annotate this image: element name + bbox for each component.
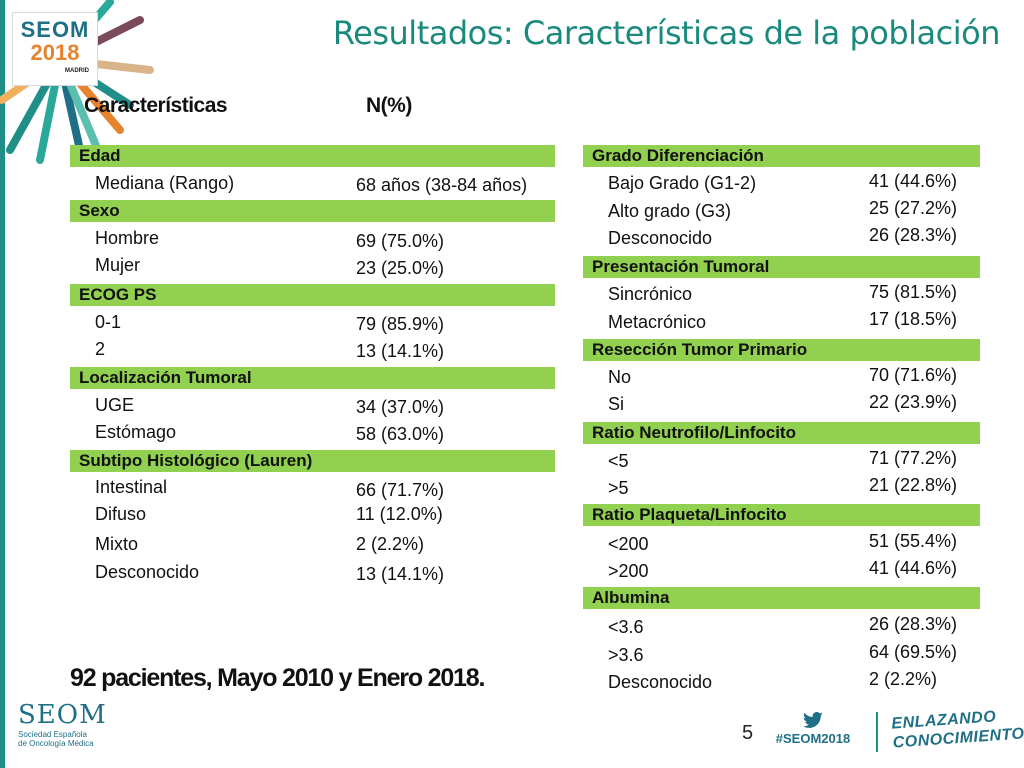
row-value: 51 (55.4%) [869, 531, 958, 551]
seom-footer-wordmark: SEOM [18, 700, 107, 730]
row-value: 17 (18.5%) [869, 309, 958, 329]
row-label: Si [608, 394, 625, 414]
twitter-hashtag: #SEOM2018 [768, 712, 858, 748]
twitter-bird-icon [803, 712, 823, 728]
row-label: <200 [608, 534, 649, 554]
row-label: Sincrónico [608, 284, 693, 304]
row-value: 25 (27.2%) [869, 198, 958, 218]
row-value: 11 (12.0%) [356, 504, 443, 524]
section-localizacion: Localización Tumoral [70, 367, 555, 389]
row-label: Difuso [95, 504, 147, 524]
logo-text-year: 2018 [30, 40, 80, 65]
row-label: Alto grado (G3) [608, 201, 732, 221]
row-label: Mediana (Rango) [95, 173, 235, 193]
row-value: 23 (25.0%) [356, 258, 445, 278]
left-accent-bar [0, 0, 5, 768]
row-value: 22 (23.9%) [869, 392, 958, 412]
row-value: 58 (63.0%) [356, 424, 445, 444]
row-value: 13 (14.1%) [356, 341, 445, 361]
characteristics-header: Características [84, 94, 228, 117]
logo-text-city: MADRID [65, 68, 89, 74]
section-sexo: Sexo [70, 200, 555, 222]
n-percent-header: N(%) [366, 94, 412, 117]
section-subtipo: Subtipo Histológico (Lauren) [70, 450, 555, 472]
row-label: Mixto [95, 534, 139, 554]
logo-text-seom: SEOM [20, 17, 90, 42]
hashtag-text: #SEOM2018 [775, 731, 851, 746]
row-value: 66 (71.7%) [356, 480, 445, 500]
row-value: 41 (44.6%) [869, 558, 958, 578]
section-grado: Grado Diferenciación [583, 145, 980, 167]
row-value: 41 (44.6%) [869, 171, 958, 191]
row-value: 69 (75.0%) [356, 231, 445, 251]
row-label: <3.6 [608, 617, 644, 637]
row-label: Desconocido [95, 562, 200, 582]
row-value: 26 (28.3%) [869, 225, 958, 245]
row-label: Estómago [95, 422, 177, 442]
tagline: ENLAZANDO CONOCIMIENTO [891, 705, 1024, 752]
row-value: 71 (77.2%) [869, 448, 958, 468]
seom-footer-line1: Sociedad Española [18, 730, 87, 739]
section-ratio-neutrofilo: Ratio Neutrofilo/Linfocito [583, 422, 980, 444]
row-value: 2 (2.2%) [356, 534, 425, 554]
row-label: UGE [95, 395, 135, 415]
row-label: Intestinal [95, 477, 168, 497]
seom-2018-logo: SEOM 2018 MADRID [12, 12, 98, 86]
row-value: 21 (22.8%) [869, 475, 958, 495]
slide-title: Resultados: Características de la poblac… [332, 14, 1001, 52]
row-label: Metacrónico [608, 312, 707, 332]
row-label: Hombre [95, 228, 160, 248]
section-reseccion: Resección Tumor Primario [583, 339, 980, 361]
row-label: >3.6 [608, 645, 644, 665]
row-label: 2 [95, 339, 106, 359]
section-presentacion: Presentación Tumoral [583, 256, 980, 278]
row-label: >200 [608, 561, 649, 581]
row-value: 2 (2.2%) [869, 669, 938, 689]
section-edad: Edad [70, 145, 555, 167]
seom-footer-logo: SEOM Sociedad Española de Oncología Médi… [18, 700, 107, 748]
row-value: 13 (14.1%) [356, 564, 445, 584]
row-label: No [608, 367, 632, 387]
row-value: 68 años (38-84 años) [356, 175, 528, 195]
row-value: 75 (81.5%) [869, 282, 958, 302]
section-ratio-plaqueta: Ratio Plaqueta/Linfocito [583, 504, 980, 526]
row-value: 34 (37.0%) [356, 397, 445, 417]
row-label: <5 [608, 451, 629, 471]
row-label: Desconocido [608, 672, 713, 692]
row-value: 26 (28.3%) [869, 614, 958, 634]
row-label: 0-1 [95, 312, 122, 332]
row-value: 64 (69.5%) [869, 642, 958, 662]
footer-divider [876, 712, 878, 752]
row-value: 70 (71.6%) [869, 365, 958, 385]
section-albumina: Albumina [583, 587, 980, 609]
row-label: Bajo Grado (G1-2) [608, 173, 757, 193]
page-number: 5 [742, 722, 754, 744]
row-label: >5 [608, 478, 629, 498]
patients-summary: 92 pacientes, Mayo 2010 y Enero 2018. [70, 664, 485, 692]
row-label: Desconocido [608, 228, 713, 248]
section-ecog: ECOG PS [70, 284, 555, 306]
seom-footer-line2: de Oncología Médica [18, 739, 94, 748]
row-value: 79 (85.9%) [356, 314, 445, 334]
row-label: Mujer [95, 255, 141, 275]
